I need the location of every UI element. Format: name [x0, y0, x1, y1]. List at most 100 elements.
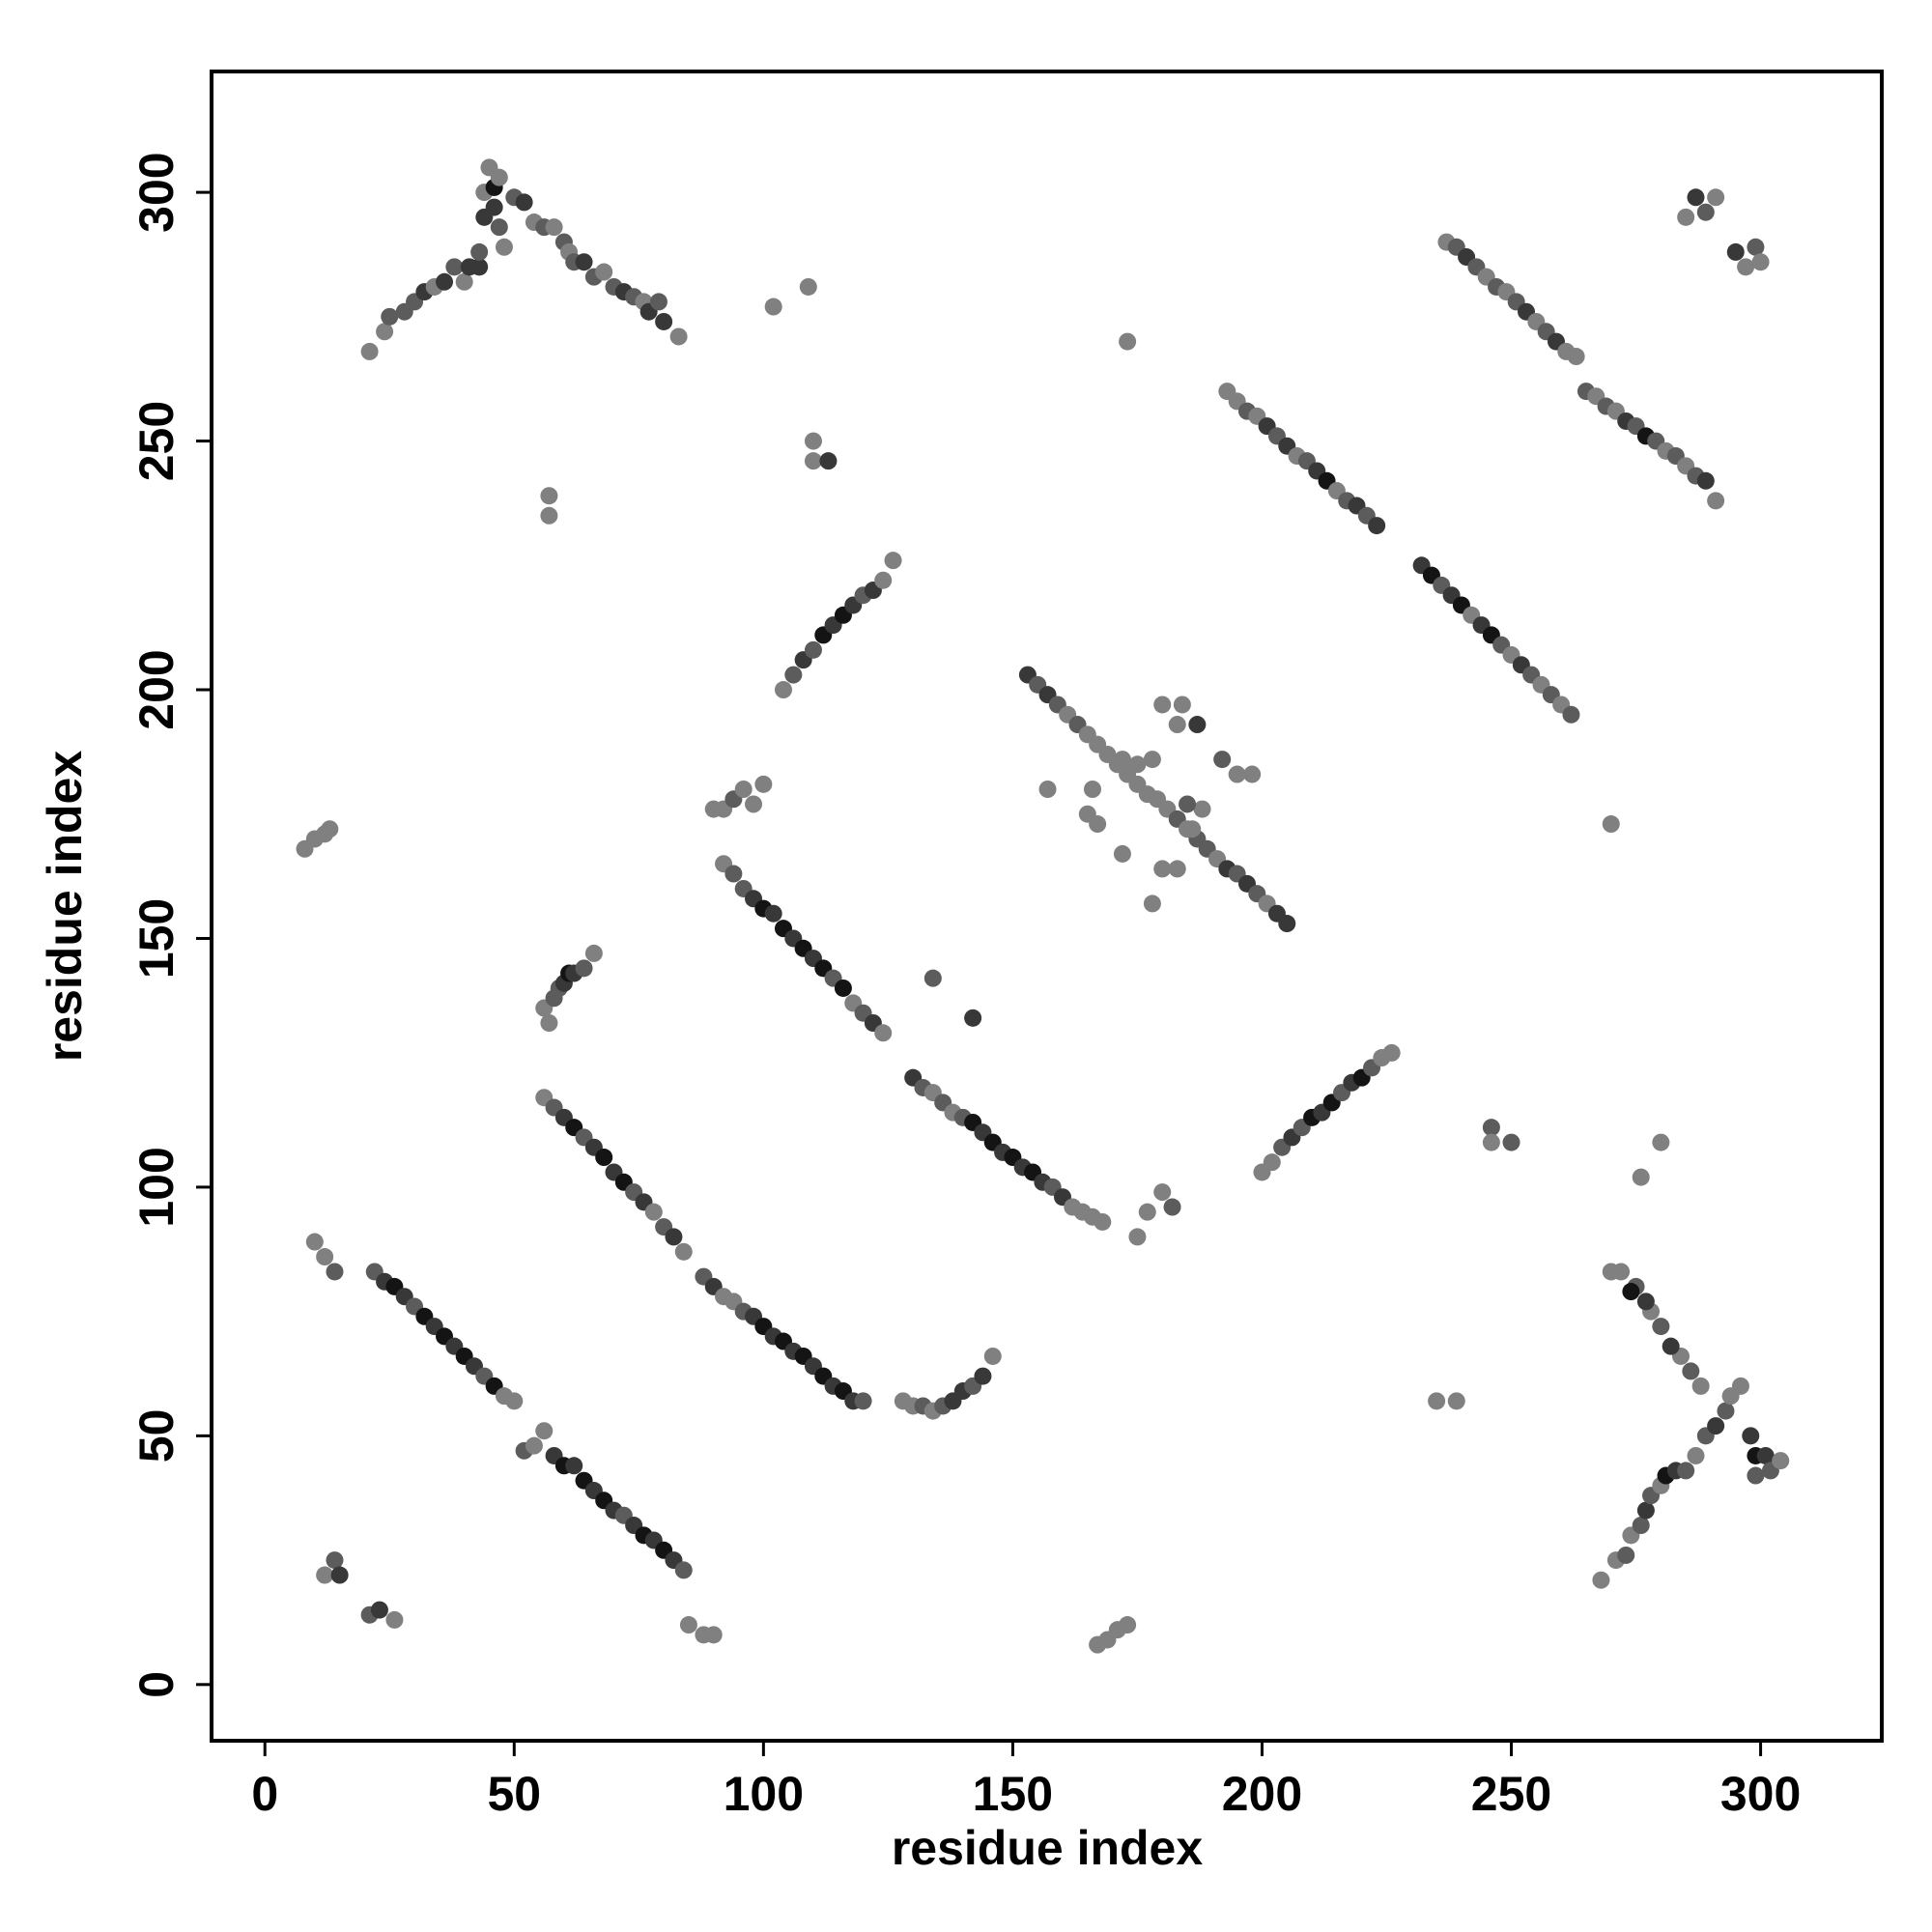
- contact-point: [834, 979, 852, 997]
- contact-point: [1128, 755, 1147, 774]
- contact-point: [1089, 815, 1107, 834]
- contact-point: [644, 1203, 663, 1221]
- contact-point: [964, 1009, 982, 1027]
- contact-point: [1143, 751, 1161, 769]
- contact-point: [1622, 1283, 1640, 1301]
- contact-point: [1632, 1168, 1650, 1186]
- contact-point: [1173, 696, 1191, 714]
- contact-point: [575, 253, 593, 271]
- contact-point: [1636, 1501, 1655, 1520]
- contact-point: [1687, 188, 1705, 207]
- contact-point: [804, 452, 822, 470]
- contact-point: [1228, 765, 1246, 783]
- contact-point: [595, 1149, 613, 1167]
- contact-point: [1677, 208, 1695, 226]
- y-tick-label: 50: [129, 1409, 184, 1463]
- contact-point: [1717, 1402, 1735, 1420]
- contact-point: [674, 1561, 693, 1579]
- x-tick-label: 50: [487, 1767, 541, 1821]
- contact-point: [565, 1457, 583, 1475]
- contact-point: [1179, 795, 1197, 813]
- contact-point: [1163, 1198, 1181, 1216]
- contact-point: [1243, 765, 1262, 783]
- x-tick-label: 250: [1471, 1767, 1551, 1821]
- contact-point: [1382, 1043, 1401, 1062]
- contact-point: [1707, 1417, 1725, 1435]
- contact-point: [1183, 820, 1202, 838]
- contact-point: [804, 432, 822, 450]
- contact-point: [575, 959, 593, 978]
- contact-point: [799, 277, 817, 296]
- contact-point: [385, 1610, 404, 1629]
- contact-point: [436, 272, 454, 291]
- contact-point: [884, 552, 902, 570]
- contact-point: [1168, 860, 1186, 878]
- contact-point: [515, 193, 533, 212]
- contact-point: [745, 795, 763, 813]
- x-tick-label: 300: [1720, 1767, 1801, 1821]
- contact-point: [595, 263, 613, 281]
- contact-point: [1751, 253, 1770, 271]
- contact-point: [1756, 1446, 1775, 1464]
- contact-point: [1278, 915, 1296, 933]
- contact-point: [1662, 1337, 1680, 1355]
- contact-point: [655, 312, 673, 330]
- contact-point: [1696, 203, 1715, 221]
- contact-point: [679, 1616, 697, 1634]
- contact-point: [854, 1392, 872, 1410]
- contact-point: [1707, 492, 1725, 510]
- contact-point: [316, 1248, 334, 1266]
- contact-point: [1592, 1571, 1610, 1589]
- contact-point: [1696, 471, 1715, 490]
- contact-point: [316, 1566, 334, 1584]
- contact-point: [1213, 751, 1232, 769]
- x-axis-label: residue index: [892, 1821, 1204, 1875]
- contact-point: [470, 258, 489, 276]
- contact-point: [1617, 1546, 1635, 1564]
- contact-point: [1428, 1392, 1446, 1410]
- contact-point: [669, 327, 688, 346]
- contact-point: [724, 865, 743, 883]
- contact-point: [584, 944, 603, 962]
- contact-point: [1113, 844, 1131, 863]
- contact-point: [734, 780, 753, 798]
- contact-point: [540, 1014, 558, 1033]
- y-tick-label: 100: [129, 1147, 184, 1227]
- contact-point: [974, 1367, 992, 1385]
- contact-point: [1263, 1153, 1281, 1172]
- contact-point: [326, 1263, 344, 1281]
- contact-point: [490, 218, 508, 237]
- contact-point: [649, 293, 668, 311]
- contact-point: [381, 307, 399, 326]
- contact-point: [1747, 1466, 1765, 1485]
- contact-point: [1447, 1392, 1465, 1410]
- contact-point: [1652, 1318, 1670, 1336]
- contact-point: [326, 1551, 344, 1570]
- contact-point: [874, 571, 893, 589]
- contact-point: [674, 1242, 693, 1261]
- contact-point: [1567, 348, 1585, 366]
- contact-point: [1482, 1119, 1500, 1137]
- contact-point: [1731, 1377, 1749, 1395]
- contact-point: [754, 775, 773, 793]
- contact-point: [490, 168, 508, 186]
- contact-point: [819, 452, 838, 470]
- y-tick-label: 300: [129, 152, 184, 232]
- contact-point: [1562, 705, 1580, 724]
- contact-point: [470, 242, 489, 261]
- contact-point: [1737, 258, 1755, 276]
- contact-point: [1677, 1462, 1695, 1480]
- x-tick-label: 150: [973, 1767, 1053, 1821]
- y-tick-label: 150: [129, 898, 184, 979]
- contact-point: [774, 681, 792, 699]
- contact-point: [1691, 1377, 1710, 1395]
- contact-point: [495, 238, 513, 256]
- contact-point: [370, 1601, 388, 1619]
- contact-point: [540, 506, 558, 525]
- y-tick-label: 0: [129, 1671, 184, 1698]
- contact-point: [704, 1626, 723, 1644]
- contact-point: [1113, 751, 1131, 769]
- contact-point: [1742, 1427, 1760, 1445]
- contact-point: [1119, 1616, 1137, 1634]
- y-axis-label: residue index: [38, 751, 92, 1063]
